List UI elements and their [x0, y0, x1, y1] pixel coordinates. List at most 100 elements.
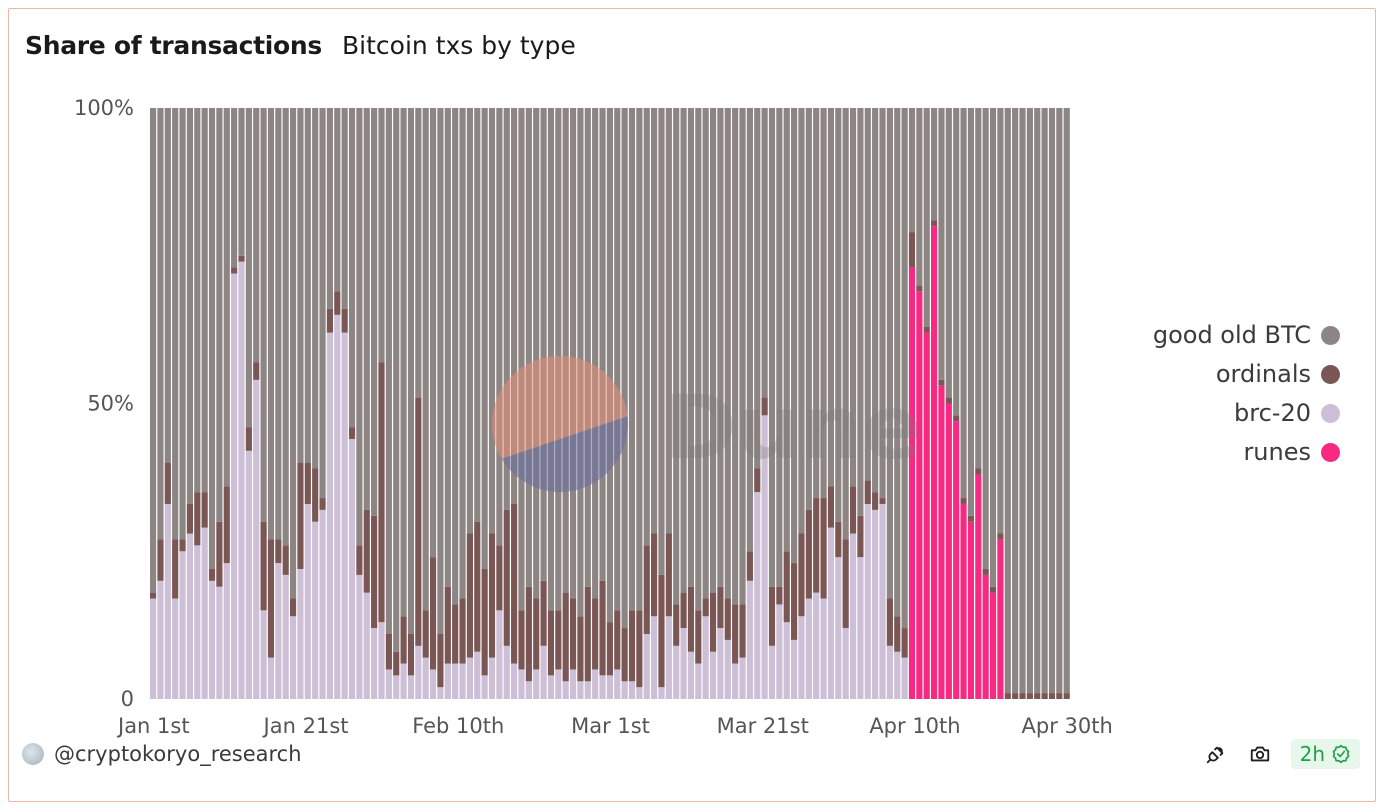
- bar-btc[interactable]: [518, 108, 525, 611]
- bar-brc20[interactable]: [665, 616, 672, 699]
- bar-ordinals[interactable]: [651, 533, 658, 617]
- bar-ordinals[interactable]: [709, 592, 717, 652]
- bar-brc20[interactable]: [518, 669, 525, 699]
- plug-icon[interactable]: [1203, 741, 1229, 767]
- bar-ordinals[interactable]: [481, 568, 488, 676]
- bar-runes[interactable]: [908, 267, 916, 699]
- bar-runes[interactable]: [975, 474, 982, 699]
- bar-ordinals[interactable]: [599, 580, 606, 676]
- bar-btc[interactable]: [592, 108, 599, 599]
- bar-btc[interactable]: [356, 108, 363, 546]
- bar-ordinals[interactable]: [216, 521, 223, 587]
- bar-ordinals[interactable]: [1004, 693, 1011, 699]
- bar-brc20[interactable]: [400, 663, 407, 699]
- bar-ordinals[interactable]: [474, 521, 481, 652]
- bar-ordinals[interactable]: [1056, 693, 1063, 699]
- bar-ordinals[interactable]: [857, 515, 864, 558]
- bar-brc20[interactable]: [547, 675, 555, 699]
- bar-brc20[interactable]: [164, 503, 171, 699]
- bar-brc20[interactable]: [334, 314, 341, 699]
- bar-btc[interactable]: [466, 108, 473, 534]
- bar-ordinals[interactable]: [253, 362, 260, 380]
- bar-btc[interactable]: [931, 108, 938, 221]
- bar-brc20[interactable]: [525, 681, 532, 699]
- bar-brc20[interactable]: [540, 645, 547, 699]
- bar-brc20[interactable]: [791, 639, 798, 699]
- bar-ordinals[interactable]: [658, 574, 665, 688]
- bar-btc[interactable]: [651, 108, 658, 534]
- bar-ordinals[interactable]: [614, 610, 621, 670]
- bar-brc20[interactable]: [194, 545, 201, 699]
- bar-ordinals[interactable]: [997, 533, 1004, 540]
- bar-brc20[interactable]: [754, 492, 761, 699]
- bar-brc20[interactable]: [459, 663, 466, 699]
- bar-ordinals[interactable]: [1041, 693, 1048, 699]
- bar-brc20[interactable]: [606, 675, 613, 699]
- bar-btc[interactable]: [444, 108, 451, 587]
- bar-brc20[interactable]: [466, 657, 473, 699]
- bar-btc[interactable]: [569, 108, 577, 599]
- bar-brc20[interactable]: [150, 598, 157, 699]
- bar-brc20[interactable]: [371, 628, 378, 699]
- bar-brc20[interactable]: [636, 687, 643, 699]
- bar-brc20[interactable]: [673, 645, 680, 699]
- bar-brc20[interactable]: [761, 415, 768, 699]
- bar-ordinals[interactable]: [267, 539, 275, 658]
- bar-btc[interactable]: [216, 108, 223, 522]
- bar-btc[interactable]: [400, 108, 407, 617]
- bar-brc20[interactable]: [319, 509, 326, 699]
- bar-ordinals[interactable]: [953, 415, 960, 422]
- legend-item[interactable]: good old BTC: [1153, 321, 1340, 349]
- bar-ordinals[interactable]: [407, 633, 415, 676]
- bar-ordinals[interactable]: [636, 610, 643, 688]
- legend-item[interactable]: brc-20: [1234, 399, 1340, 427]
- bar-btc[interactable]: [503, 108, 510, 510]
- bar-btc[interactable]: [238, 108, 245, 256]
- bar-ordinals[interactable]: [989, 586, 997, 593]
- author-handle[interactable]: @cryptokoryo_research: [54, 742, 302, 766]
- bar-ordinals[interactable]: [673, 604, 680, 646]
- bar-brc20[interactable]: [297, 568, 304, 699]
- bar-brc20[interactable]: [569, 669, 577, 699]
- bar-ordinals[interactable]: [415, 397, 422, 646]
- bar-ordinals[interactable]: [665, 533, 672, 617]
- bar-brc20[interactable]: [724, 639, 731, 699]
- bar-brc20[interactable]: [643, 633, 650, 699]
- bar-brc20[interactable]: [452, 663, 459, 699]
- camera-icon[interactable]: [1247, 741, 1273, 767]
- bar-btc[interactable]: [371, 108, 378, 516]
- bar-ordinals[interactable]: [643, 545, 650, 634]
- bar-btc[interactable]: [886, 108, 893, 599]
- bar-btc[interactable]: [717, 108, 724, 587]
- bar-brc20[interactable]: [621, 681, 628, 699]
- bar-btc[interactable]: [673, 108, 680, 605]
- bar-btc[interactable]: [415, 108, 422, 398]
- bar-ordinals[interactable]: [297, 462, 304, 569]
- bar-ordinals[interactable]: [695, 610, 702, 664]
- bar-btc[interactable]: [231, 108, 238, 268]
- bar-brc20[interactable]: [253, 379, 260, 699]
- bar-brc20[interactable]: [709, 651, 717, 699]
- bar-btc[interactable]: [827, 108, 835, 487]
- bar-brc20[interactable]: [820, 598, 827, 699]
- bar-btc[interactable]: [474, 108, 481, 522]
- bar-brc20[interactable]: [356, 574, 363, 699]
- bar-brc20[interactable]: [186, 533, 194, 699]
- bar-brc20[interactable]: [739, 657, 746, 699]
- bar-ordinals[interactable]: [606, 622, 613, 676]
- bar-btc[interactable]: [1019, 108, 1026, 694]
- bar-ordinals[interactable]: [1019, 693, 1026, 699]
- bar-ordinals[interactable]: [371, 515, 378, 629]
- bar-brc20[interactable]: [835, 557, 842, 699]
- bar-brc20[interactable]: [783, 622, 790, 699]
- bar-brc20[interactable]: [378, 622, 385, 699]
- bar-btc[interactable]: [326, 108, 333, 309]
- bar-ordinals[interactable]: [363, 509, 370, 593]
- bar-ordinals[interactable]: [1012, 693, 1019, 699]
- bar-btc[interactable]: [894, 108, 901, 617]
- bar-ordinals[interactable]: [208, 568, 216, 581]
- bar-ordinals[interactable]: [393, 651, 400, 676]
- bar-ordinals[interactable]: [511, 503, 518, 664]
- bar-brc20[interactable]: [312, 521, 319, 699]
- bar-btc[interactable]: [923, 108, 930, 327]
